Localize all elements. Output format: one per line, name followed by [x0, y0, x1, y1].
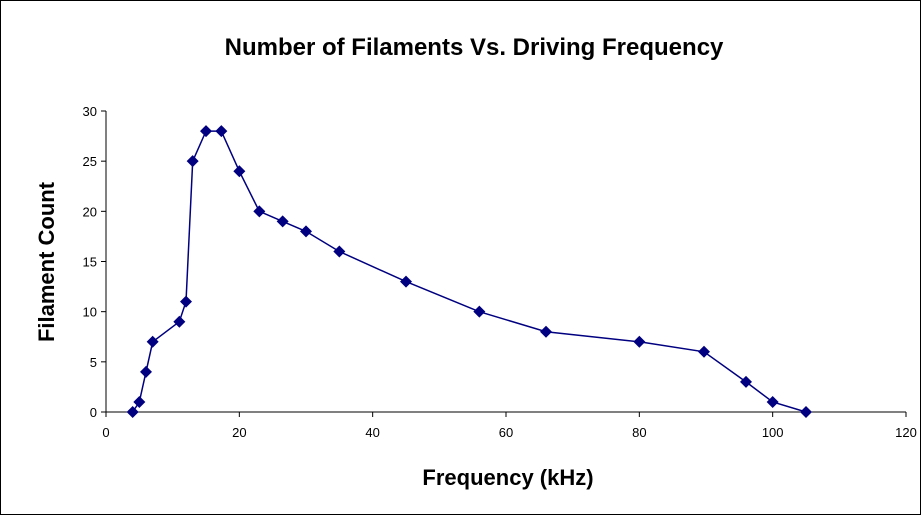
- series-line: [132, 130, 807, 413]
- data-point-marker: [766, 395, 779, 408]
- y-tick-label: 30: [83, 104, 97, 119]
- data-point-marker: [126, 406, 139, 418]
- data-point-marker: [633, 335, 646, 348]
- x-axis-title: Frequency (kHz): [422, 465, 593, 490]
- data-point-marker: [180, 295, 192, 308]
- data-point-marker: [276, 215, 289, 228]
- y-tick-label: 20: [83, 204, 97, 219]
- x-tick-label: 20: [232, 425, 246, 440]
- data-point-marker: [333, 245, 346, 258]
- data-point-marker: [540, 325, 552, 338]
- x-tick-label: 120: [895, 425, 917, 440]
- y-tick-label: 10: [83, 305, 97, 320]
- data-point-marker: [133, 395, 146, 408]
- x-tick-label: 80: [632, 425, 646, 440]
- data-point-marker: [233, 165, 246, 178]
- data-point-marker: [215, 125, 228, 138]
- data-series: [126, 125, 812, 418]
- y-tick-label: 15: [83, 255, 97, 270]
- data-point-marker: [698, 345, 710, 358]
- data-point-marker: [253, 205, 266, 218]
- data-point-marker: [146, 335, 159, 348]
- y-axis-title: Filament Count: [34, 181, 59, 342]
- data-point-marker: [140, 365, 152, 378]
- data-point-marker: [740, 375, 752, 388]
- x-tick-label: 100: [762, 425, 784, 440]
- data-point-marker: [473, 305, 486, 318]
- axes: 0 5 10 15 20 25 30 0 20 40 60 80 100 120: [83, 104, 917, 440]
- y-tick-label: 0: [90, 405, 97, 420]
- data-point-marker: [186, 155, 199, 168]
- x-tick-label: 0: [102, 425, 109, 440]
- data-point-marker: [400, 275, 412, 288]
- data-point-marker: [800, 406, 812, 418]
- data-point-marker: [300, 225, 312, 238]
- data-point-marker: [173, 315, 186, 328]
- x-tick-label: 40: [365, 425, 379, 440]
- y-tick-label: 5: [90, 355, 97, 370]
- y-tick-label: 25: [83, 154, 97, 169]
- x-tick-label: 60: [499, 425, 513, 440]
- chart-title: Number of Filaments Vs. Driving Frequenc…: [225, 34, 724, 61]
- data-point-marker: [200, 125, 212, 138]
